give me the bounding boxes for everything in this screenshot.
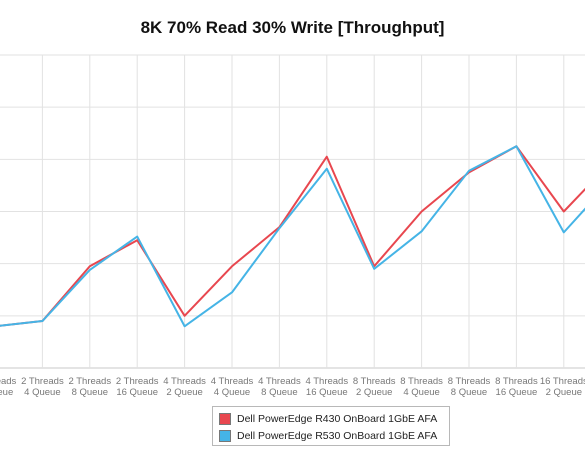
x-tick-label: 4 Threads [211, 376, 254, 387]
x-tick-label: 8 Queue [451, 387, 487, 398]
chart-series-lines [0, 145, 585, 328]
series-line-0 [0, 145, 585, 327]
x-tick-label: 4 Queue [403, 387, 439, 398]
chart-title: 8K 70% Read 30% Write [Throughput] [140, 18, 445, 37]
chart-legend: Dell PowerEdge R430 OnBoard 1GbE AFA Del… [212, 406, 450, 446]
x-tick-label: 2 Queue [546, 387, 582, 398]
x-tick-label: 8 Queue [261, 387, 297, 398]
x-tick-label: 8 Queue [72, 387, 108, 398]
x-tick-label: 16 Queue [306, 387, 348, 398]
x-tick-label: 8 Threads [495, 376, 538, 387]
series-line-1 [0, 145, 585, 328]
x-tick-label: 4 Threads [258, 376, 301, 387]
legend-label-r430: Dell PowerEdge R430 OnBoard 1GbE AFA [237, 412, 438, 425]
x-tick-label: 8 Threads [448, 376, 491, 387]
x-tick-label: 16 Queue [116, 387, 158, 398]
x-tick-label: 2 Queue [0, 387, 13, 398]
x-tick-label: 16 Threads [540, 376, 585, 387]
x-tick-label: 8 Threads [353, 376, 396, 387]
x-tick-label: 2 Threads [116, 376, 159, 387]
x-tick-label: 8 Threads [400, 376, 443, 387]
x-tick-label: 2 Queue [166, 387, 202, 398]
legend-label-r530: Dell PowerEdge R530 OnBoard 1GbE AFA [237, 429, 438, 442]
x-tick-label: 2 Queue [356, 387, 392, 398]
x-tick-label: 2 Threads [0, 376, 17, 387]
legend-entry-r430: Dell PowerEdge R430 OnBoard 1GbE AFA [219, 410, 443, 427]
legend-entry-r530: Dell PowerEdge R530 OnBoard 1GbE AFA [219, 427, 443, 444]
legend-swatch-r530 [219, 429, 231, 442]
legend-swatch-r430 [219, 412, 231, 425]
x-tick-label: 2 Threads [21, 376, 64, 387]
x-tick-label: 4 Queue [214, 387, 250, 398]
x-tick-label: 4 Queue [24, 387, 60, 398]
x-tick-label: 4 Threads [163, 376, 206, 387]
x-tick-label: 4 Threads [305, 376, 348, 387]
x-tick-label: 16 Queue [496, 387, 538, 398]
x-tick-label: 2 Threads [68, 376, 111, 387]
